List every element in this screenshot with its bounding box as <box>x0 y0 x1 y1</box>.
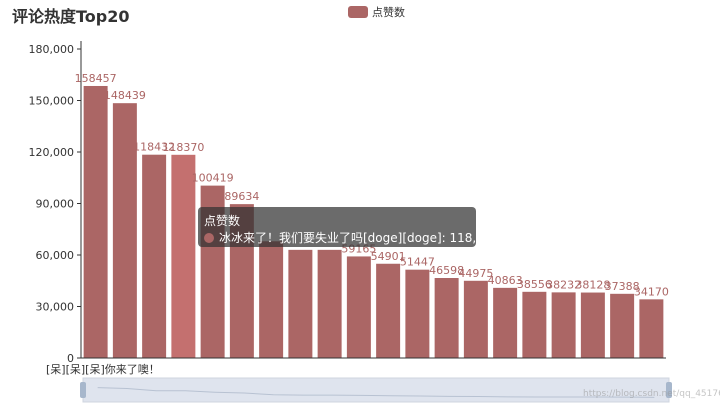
data-label: 40863 <box>488 274 523 287</box>
bar <box>434 278 459 358</box>
bar <box>112 103 137 358</box>
data-label: 118370 <box>162 141 204 154</box>
data-label: 100419 <box>192 172 234 185</box>
datazoom-handle[interactable] <box>666 382 672 398</box>
datazoom-handle[interactable] <box>80 382 86 398</box>
data-label: 46598 <box>429 264 464 277</box>
y-tick-label: 150,000 <box>29 95 75 108</box>
y-tick-label: 0 <box>67 352 74 365</box>
legend-label: 点赞数 <box>372 6 405 19</box>
bar <box>288 249 313 358</box>
data-label: 158457 <box>75 72 117 85</box>
bar <box>493 287 518 358</box>
y-tick-label: 120,000 <box>29 146 75 159</box>
datazoom-shadow <box>97 387 655 398</box>
bar <box>171 154 196 358</box>
tooltip-text: 冰冰来了！我们要失业了吗[doge][doge]: 118,370 <box>219 231 500 245</box>
data-label: 54901 <box>371 250 406 263</box>
bar <box>580 292 605 358</box>
y-tick-label: 90,000 <box>36 198 75 211</box>
bar <box>639 299 664 358</box>
tooltip: 点赞数 冰冰来了！我们要失业了吗[doge][doge]: 118,370 <box>198 207 499 247</box>
x-tick-label: [呆][呆][呆]你来了噢！ <box>46 362 160 376</box>
data-label: 38556 <box>517 278 552 291</box>
y-tick-label: 180,000 <box>29 43 75 56</box>
y-tick-label: 60,000 <box>36 249 75 262</box>
bar <box>83 85 108 358</box>
data-label: 89634 <box>224 190 259 203</box>
bar <box>317 249 342 358</box>
tooltip-title: 点赞数 <box>204 214 241 228</box>
legend-swatch <box>348 6 368 18</box>
bar <box>405 269 430 358</box>
bar <box>346 256 371 358</box>
data-label: 38232 <box>546 278 581 291</box>
watermark: https://blog.csdn.net/qq_45176548 <box>583 389 720 399</box>
data-label: 44975 <box>458 267 493 280</box>
chart-title: 评论热度Top20 <box>12 7 130 26</box>
bar <box>522 291 547 358</box>
tooltip-marker <box>204 232 214 243</box>
data-label: 118432 <box>133 141 175 154</box>
data-label: 51447 <box>400 256 435 269</box>
data-label: 38128 <box>575 279 610 292</box>
data-label: 34170 <box>634 285 669 298</box>
data-label: 37388 <box>605 280 640 293</box>
bar <box>376 263 401 358</box>
bar <box>463 280 488 358</box>
bar <box>142 154 167 358</box>
datazoom-slider[interactable] <box>82 377 670 403</box>
bar <box>610 293 635 358</box>
bar <box>259 241 284 358</box>
data-label: 148439 <box>104 89 146 102</box>
legend[interactable]: 点赞数 <box>348 4 405 20</box>
y-tick-label: 30,000 <box>36 301 75 314</box>
tooltip-row: 冰冰来了！我们要失业了吗[doge][doge]: 118,370 <box>204 229 499 246</box>
bar <box>551 292 576 358</box>
